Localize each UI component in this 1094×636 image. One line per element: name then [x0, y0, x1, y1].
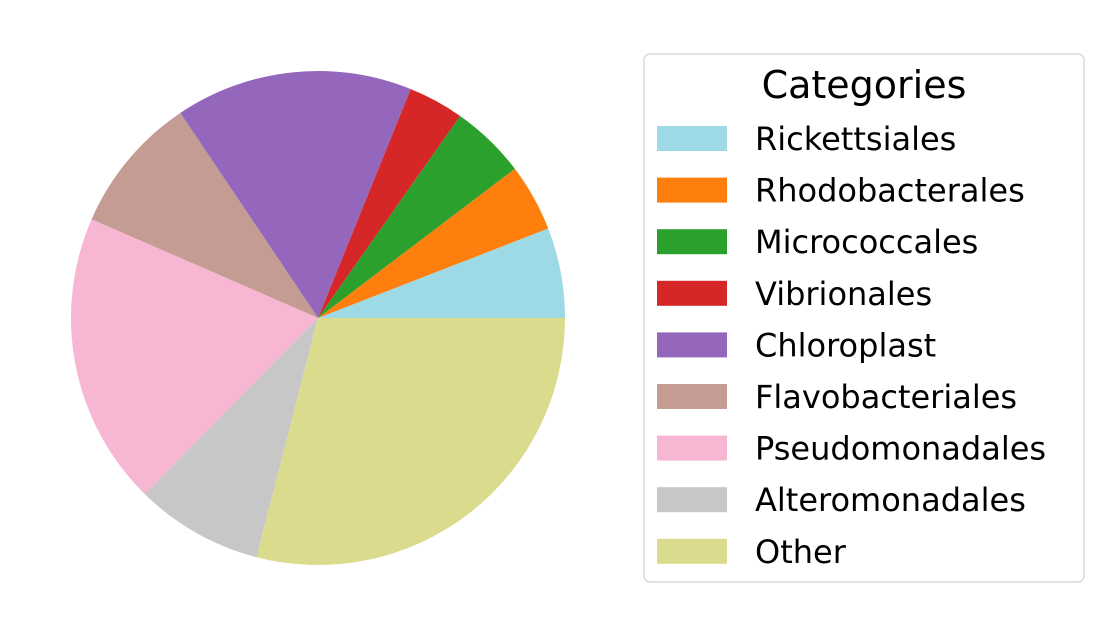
legend-item-chloroplast: Chloroplast [657, 326, 936, 364]
legend-items: Rickettsiales Rhodobacterales Micrococcale… [657, 120, 1046, 571]
legend-swatch-alteromonadales [657, 487, 727, 513]
legend-swatch-rickettsiales [657, 126, 727, 151]
legend-swatch-pseudomonadales [657, 435, 727, 461]
legend-swatch-other [657, 538, 727, 564]
legend-label-rhodobacterales: Rhodobacterales [755, 172, 1025, 210]
legend-swatch-vibrionales [657, 280, 727, 306]
legend-swatch-flavobacteriales [657, 384, 727, 409]
legend-label-pseudomonadales: Pseudomonadales [755, 430, 1046, 468]
legend-item-rhodobacterales: Rhodobacterales [657, 172, 1025, 210]
legend-label-vibrionales: Vibrionales [755, 275, 932, 313]
pie-slice-chloroplast [180, 70, 411, 318]
pie-slice-pseudomonadales [70, 219, 319, 495]
legend-item-flavobacteriales: Flavobacteriales [657, 378, 1017, 416]
legend-item-vibrionales: Vibrionales [657, 275, 932, 313]
pie-slice-vibrionales [318, 89, 461, 318]
legend-swatch-micrococcales [657, 229, 727, 255]
legend-label-flavobacteriales: Flavobacteriales [755, 378, 1017, 416]
pie-slice-flavobacteriales [91, 112, 318, 318]
pie-slice-rickettsiales [318, 228, 565, 318]
legend-title: Categories [762, 63, 967, 107]
legend-item-pseudomonadales: Pseudomonadales [657, 430, 1046, 468]
pie-slice-other [256, 318, 565, 565]
legend-item-micrococcales: Micrococcales [657, 223, 978, 261]
legend: Categories Rickettsiales Rhodobacterales M… [643, 53, 1085, 583]
legend-item-alteromonadales: Alteromonadales [657, 481, 1026, 519]
legend-frame [643, 53, 1085, 583]
legend-label-micrococcales: Micrococcales [755, 223, 978, 261]
legend-label-alteromonadales: Alteromonadales [755, 481, 1026, 519]
legend-swatch-chloroplast [657, 332, 727, 358]
legend-swatch-rhodobacterales [657, 177, 727, 203]
legend-label-chloroplast: Chloroplast [755, 326, 936, 364]
pie-slice-alteromonadales [144, 318, 318, 558]
pie-slice-rhodobacterales [318, 168, 549, 318]
legend-item-rickettsiales: Rickettsiales [657, 120, 956, 158]
legend-label-other: Other [755, 533, 847, 571]
pie-slices [70, 70, 565, 565]
pie-slice-micrococcales [318, 116, 515, 318]
legend-item-other: Other [657, 533, 847, 571]
legend-label-rickettsiales: Rickettsiales [755, 120, 956, 158]
